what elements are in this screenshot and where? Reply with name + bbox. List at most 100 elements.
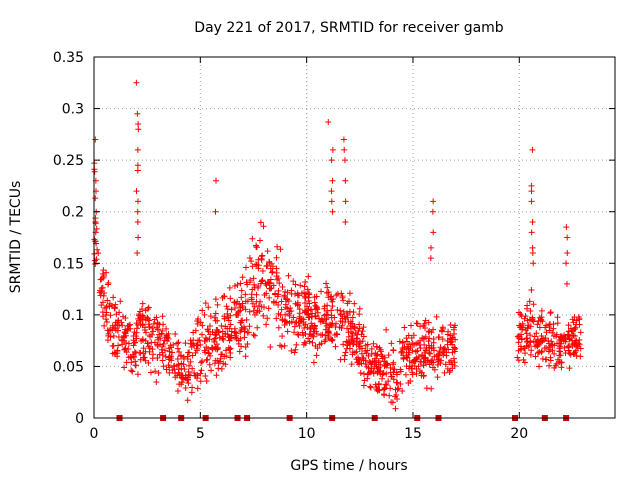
data-point [187, 358, 194, 365]
data-point [129, 368, 136, 375]
data-point [574, 344, 581, 351]
data-point [428, 385, 435, 392]
data-point [338, 311, 345, 318]
data-point [390, 376, 397, 383]
data-point [211, 360, 218, 367]
data-point [425, 329, 432, 336]
data-point [92, 195, 99, 202]
data-point [194, 342, 201, 349]
data-point [118, 319, 125, 326]
data-point [174, 340, 181, 347]
data-point [237, 280, 244, 287]
data-point [565, 343, 572, 350]
data-point [373, 343, 380, 350]
data-point [123, 339, 130, 346]
data-point [304, 303, 311, 310]
data-point [110, 342, 117, 349]
data-point [284, 289, 291, 296]
data-point [301, 299, 308, 306]
data-point [238, 287, 245, 294]
data-point [297, 315, 304, 322]
data-point [444, 331, 451, 338]
data-point [514, 354, 521, 361]
data-point [134, 208, 141, 215]
data-point [97, 292, 104, 299]
data-point [368, 345, 375, 352]
data-point [311, 294, 318, 301]
x-axis-label: GPS time / hours [290, 458, 407, 474]
data-point [212, 296, 219, 303]
data-point [133, 335, 140, 342]
data-point [522, 327, 529, 334]
data-point [309, 339, 316, 346]
data-point [554, 356, 561, 363]
data-point [547, 310, 554, 317]
data-point [296, 322, 303, 329]
data-point [220, 360, 227, 367]
data-point [554, 320, 561, 327]
data-point [110, 294, 117, 301]
data-point [285, 272, 292, 279]
data-point [135, 198, 142, 205]
data-point [557, 334, 564, 341]
data-point [431, 353, 438, 360]
data-point [538, 316, 545, 323]
data-point [376, 387, 383, 394]
data-point [232, 334, 239, 341]
data-point [135, 126, 142, 133]
data-point [237, 328, 244, 335]
data-point [225, 334, 232, 341]
data-point [300, 316, 307, 323]
data-point [269, 269, 276, 276]
data-point [291, 349, 298, 356]
data-point [100, 274, 107, 281]
data-point [411, 357, 418, 364]
data-point [213, 341, 220, 348]
data-point [274, 276, 281, 283]
data-point [302, 321, 309, 328]
data-point [139, 336, 146, 343]
data-point [356, 361, 363, 368]
data-point [296, 310, 303, 317]
data-point [186, 362, 193, 369]
data-point [228, 306, 235, 313]
data-point [291, 329, 298, 336]
data-point [422, 333, 429, 340]
data-point [440, 351, 447, 358]
data-point [153, 314, 160, 321]
data-point [144, 314, 151, 321]
plot-frame [93, 56, 616, 419]
data-point [408, 322, 415, 329]
data-point [313, 305, 320, 312]
data-point [449, 361, 456, 368]
data-point [292, 281, 299, 288]
data-point [134, 110, 141, 117]
data-point [311, 299, 318, 306]
data-point [101, 322, 108, 329]
data-point [439, 336, 446, 343]
data-point [333, 292, 340, 299]
data-point [125, 322, 132, 329]
data-point [167, 355, 174, 362]
data-point [193, 347, 200, 354]
data-point [349, 314, 356, 321]
data-point [416, 368, 423, 375]
data-point [134, 167, 141, 174]
data-point [547, 354, 554, 361]
data-point [388, 373, 395, 380]
data-point [368, 350, 375, 357]
data-point [202, 373, 209, 380]
data-point [156, 331, 163, 338]
data-point [140, 313, 147, 320]
data-point [340, 136, 347, 143]
data-point [350, 309, 357, 316]
data-point [98, 302, 105, 309]
data-point [249, 235, 256, 242]
data-point [94, 246, 101, 253]
data-point [206, 322, 213, 329]
data-point [317, 332, 324, 339]
data-point [264, 315, 271, 322]
data-point [145, 316, 152, 323]
data-point [170, 363, 177, 370]
data-point [283, 296, 290, 303]
